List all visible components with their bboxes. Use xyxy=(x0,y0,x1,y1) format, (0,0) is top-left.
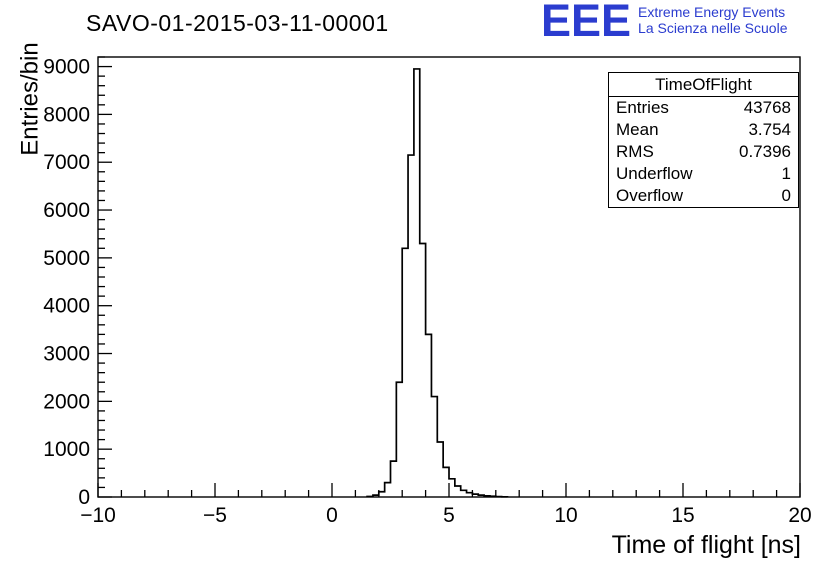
svg-text:7000: 7000 xyxy=(43,151,90,174)
eee-logo-line1: Extreme Energy Events xyxy=(638,4,786,20)
svg-text:1000: 1000 xyxy=(43,438,90,461)
y-axis-ticks xyxy=(98,56,112,498)
svg-text:9000: 9000 xyxy=(43,56,90,79)
stats-box: TimeOfFlight Entries 43768 Mean 3.754 RM… xyxy=(608,72,799,208)
eee-logo: EEE Extreme Energy Events La Scienza nel… xyxy=(541,0,787,46)
stats-label: Entries xyxy=(616,98,669,117)
stats-value: 0 xyxy=(781,186,791,205)
svg-text:5: 5 xyxy=(443,504,455,527)
stats-row-underflow: Underflow 1 xyxy=(609,163,798,185)
eee-logo-line2: La Scienza nelle Scuole xyxy=(638,20,788,36)
x-axis-tick-labels: −10 −5 0 5 10 15 20 xyxy=(80,504,811,527)
y-axis-tick-labels: 0 1000 2000 3000 4000 5000 6000 7000 8000 9000 xyxy=(43,56,90,509)
svg-text:4000: 4000 xyxy=(43,295,90,318)
svg-text:−5: −5 xyxy=(203,504,227,527)
stats-value: 3.754 xyxy=(748,120,791,139)
stats-row-mean: Mean 3.754 xyxy=(609,119,798,141)
eee-logo-text: EEE xyxy=(541,0,632,46)
stats-value: 1 xyxy=(781,164,791,183)
svg-text:0: 0 xyxy=(78,486,90,509)
plot-title: SAVO-01-2015-03-11-00001 xyxy=(86,10,389,36)
svg-text:5000: 5000 xyxy=(43,247,90,270)
eee-logo-subtitle: Extreme Energy Events La Scienza nelle S… xyxy=(638,1,787,36)
svg-text:10: 10 xyxy=(554,504,577,527)
stats-row-rms: RMS 0.7396 xyxy=(609,141,798,163)
stats-value: 43768 xyxy=(743,98,791,117)
svg-text:6000: 6000 xyxy=(43,199,90,222)
svg-text:2000: 2000 xyxy=(43,390,90,413)
stats-value: 0.7396 xyxy=(739,142,791,161)
svg-text:−10: −10 xyxy=(80,504,116,527)
stats-row-overflow: Overflow 0 xyxy=(609,185,798,207)
stats-label: Underflow xyxy=(616,164,693,183)
stats-row-entries: Entries 43768 xyxy=(609,97,798,119)
svg-text:15: 15 xyxy=(671,504,694,527)
x-axis-title: Time of flight [ns] xyxy=(611,531,801,559)
svg-text:3000: 3000 xyxy=(43,343,90,366)
stats-label: RMS xyxy=(616,142,654,161)
svg-text:0: 0 xyxy=(326,504,338,527)
svg-text:20: 20 xyxy=(788,504,811,527)
svg-text:8000: 8000 xyxy=(43,103,90,126)
histogram-line xyxy=(366,68,509,498)
stats-label: Mean xyxy=(616,120,659,139)
stats-label: Overflow xyxy=(616,186,684,205)
x-axis-ticks xyxy=(97,483,801,497)
y-axis-title: Entries/bin xyxy=(16,42,44,156)
stats-title: TimeOfFlight xyxy=(609,73,798,97)
